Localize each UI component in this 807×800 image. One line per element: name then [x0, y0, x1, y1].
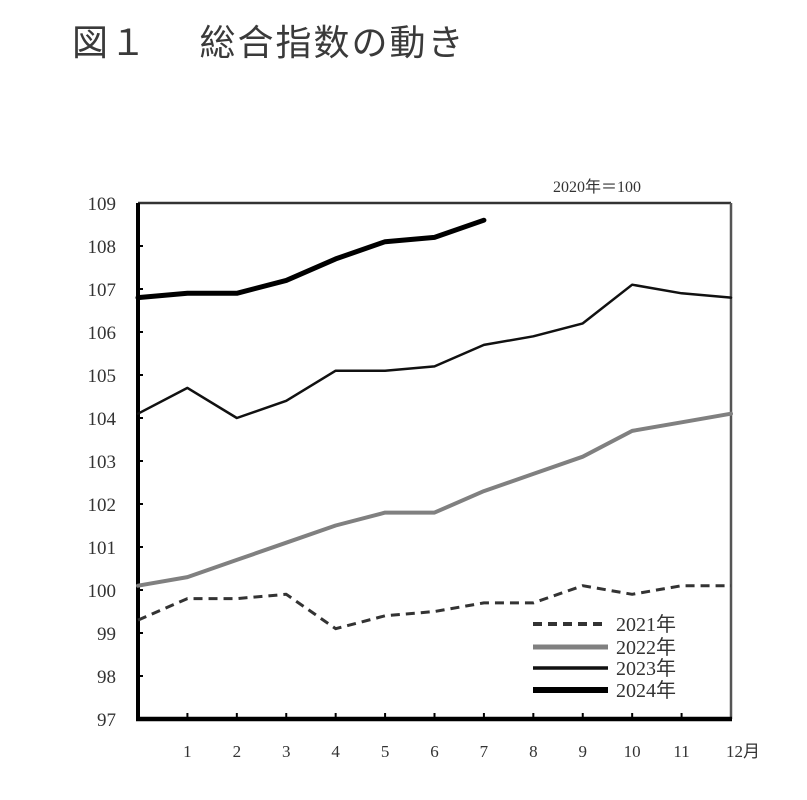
y-tick-label: 103 [88, 452, 117, 473]
legend-label: 2024年 [616, 679, 676, 702]
x-tick-label: 4 [331, 742, 340, 761]
y-tick-label: 98 [97, 667, 116, 688]
x-tick-label: 11 [673, 742, 689, 761]
series-line-2021 [137, 584, 731, 631]
series-line-2023 [136, 283, 733, 420]
x-tick-label: 9 [579, 742, 588, 761]
y-tick-label: 102 [88, 495, 117, 516]
y-tick-label: 106 [88, 323, 117, 344]
y-tick-label: 100 [88, 581, 117, 602]
legend-label: 2021年 [616, 613, 676, 636]
x-tick-label: 3 [282, 742, 291, 761]
x-tick-label: 2 [233, 742, 242, 761]
x-tick-label: 1 [183, 742, 192, 761]
x-tick-label: 10 [624, 742, 641, 761]
series-line-2022 [136, 411, 733, 588]
legend-label: 2023年 [616, 657, 676, 680]
y-tick-label: 97 [97, 710, 116, 731]
x-tick-label: 6 [430, 742, 439, 761]
y-tick-label: 104 [88, 409, 117, 430]
base-note: 2020年＝100 [553, 178, 641, 196]
x-tick-label: 5 [381, 742, 390, 761]
legend-label: 2022年 [616, 636, 676, 659]
x-tick-label: 7 [480, 742, 489, 761]
y-tick-label: 109 [88, 194, 117, 215]
chart-title: 図１ 総合指数の動き [72, 23, 466, 64]
y-tick-label: 99 [97, 624, 116, 645]
y-tick-label: 105 [88, 366, 117, 387]
y-tick-label: 101 [88, 538, 117, 559]
series-line-2024 [135, 217, 487, 301]
x-tick-label: 8 [529, 742, 538, 761]
y-tick-label: 108 [88, 237, 117, 258]
y-tick-label: 107 [88, 280, 117, 301]
x-tick-label: 12月 [726, 742, 760, 761]
